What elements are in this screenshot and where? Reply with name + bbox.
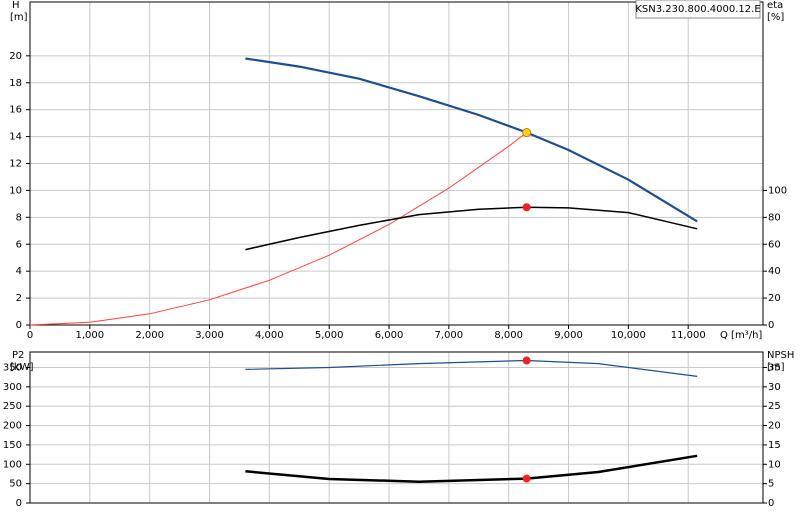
y-tick-label: 4	[16, 266, 22, 277]
y2-axis-label: NPSH	[767, 350, 794, 361]
x-tick-label: 0	[27, 330, 33, 341]
operating-point	[522, 474, 531, 483]
x-tick-label: 8,000	[494, 330, 523, 341]
y-tick-label: 0	[16, 498, 22, 509]
x-tick-label: 3,000	[195, 330, 224, 341]
plot-frame	[29, 351, 764, 504]
y-tick-label: 200	[3, 421, 22, 432]
y2-tick-label: 20	[768, 293, 781, 304]
x-tick-label: 1,000	[76, 330, 105, 341]
y2-tick-label: 100	[768, 185, 787, 196]
y-axis-label: P2	[12, 350, 24, 361]
y-tick-label: 14	[9, 132, 22, 143]
chart-title: KSN3.230.800.4000.12.E	[635, 4, 760, 15]
y-axis-unit: [kW]	[10, 362, 34, 373]
operating-point	[522, 356, 531, 365]
y2-tick-label: 30	[768, 382, 781, 393]
y-tick-label: 12	[9, 159, 22, 170]
y-axis-label: H	[12, 0, 20, 11]
y-axis-unit: [m]	[10, 12, 28, 23]
x-tick-label: 6,000	[375, 330, 404, 341]
operating-point	[522, 203, 531, 212]
y2-axis-label: eta	[767, 0, 783, 11]
x-tick-label: 5,000	[315, 330, 344, 341]
y-tick-label: 250	[3, 401, 22, 412]
operating-point	[522, 128, 532, 138]
y2-tick-label: 5	[768, 479, 774, 490]
y2-tick-label: 25	[768, 401, 781, 412]
y2-tick-label: 0	[768, 498, 774, 509]
y-tick-label: 16	[9, 105, 22, 116]
y2-tick-label: 60	[768, 239, 781, 250]
curve	[245, 359, 698, 377]
title-box	[635, 0, 761, 19]
y-tick-label: 18	[9, 78, 22, 89]
curve	[245, 454, 698, 483]
y2-tick-label: 0	[768, 320, 774, 331]
y2-tick-label: 20	[768, 421, 781, 432]
y-tick-label: 350	[3, 362, 22, 373]
y-tick-label: 2	[16, 293, 22, 304]
x-tick-label: 11,000	[671, 330, 706, 341]
y2-tick-label: 40	[768, 266, 781, 277]
y-tick-label: 6	[16, 239, 22, 250]
y2-axis-unit: [m]	[767, 362, 785, 373]
x-tick-label: 10,000	[611, 330, 646, 341]
y-tick-label: 20	[9, 51, 22, 62]
y2-tick-label: 10	[768, 459, 781, 470]
y-tick-label: 8	[16, 212, 22, 223]
y2-tick-label: 80	[768, 212, 781, 223]
x-axis-label: Q [m³/h]	[720, 330, 762, 341]
curve	[245, 57, 698, 223]
x-tick-label: 2,000	[135, 330, 164, 341]
y-tick-label: 100	[3, 459, 22, 470]
x-tick-label: 9,000	[554, 330, 583, 341]
y-tick-label: 10	[9, 185, 22, 196]
y-tick-label: 0	[16, 320, 22, 331]
y-tick-label: 300	[3, 382, 22, 393]
y2-axis-unit: [%]	[767, 12, 784, 23]
curve	[29, 132, 527, 326]
y-tick-label: 50	[9, 479, 22, 490]
x-tick-label: 4,000	[255, 330, 284, 341]
x-tick-label: 7,000	[435, 330, 464, 341]
y-tick-label: 150	[3, 440, 22, 451]
curve	[245, 206, 698, 251]
y2-tick-label: 15	[768, 440, 781, 451]
y2-tick-label: 35	[768, 362, 781, 373]
plot-frame	[29, 1, 764, 326]
